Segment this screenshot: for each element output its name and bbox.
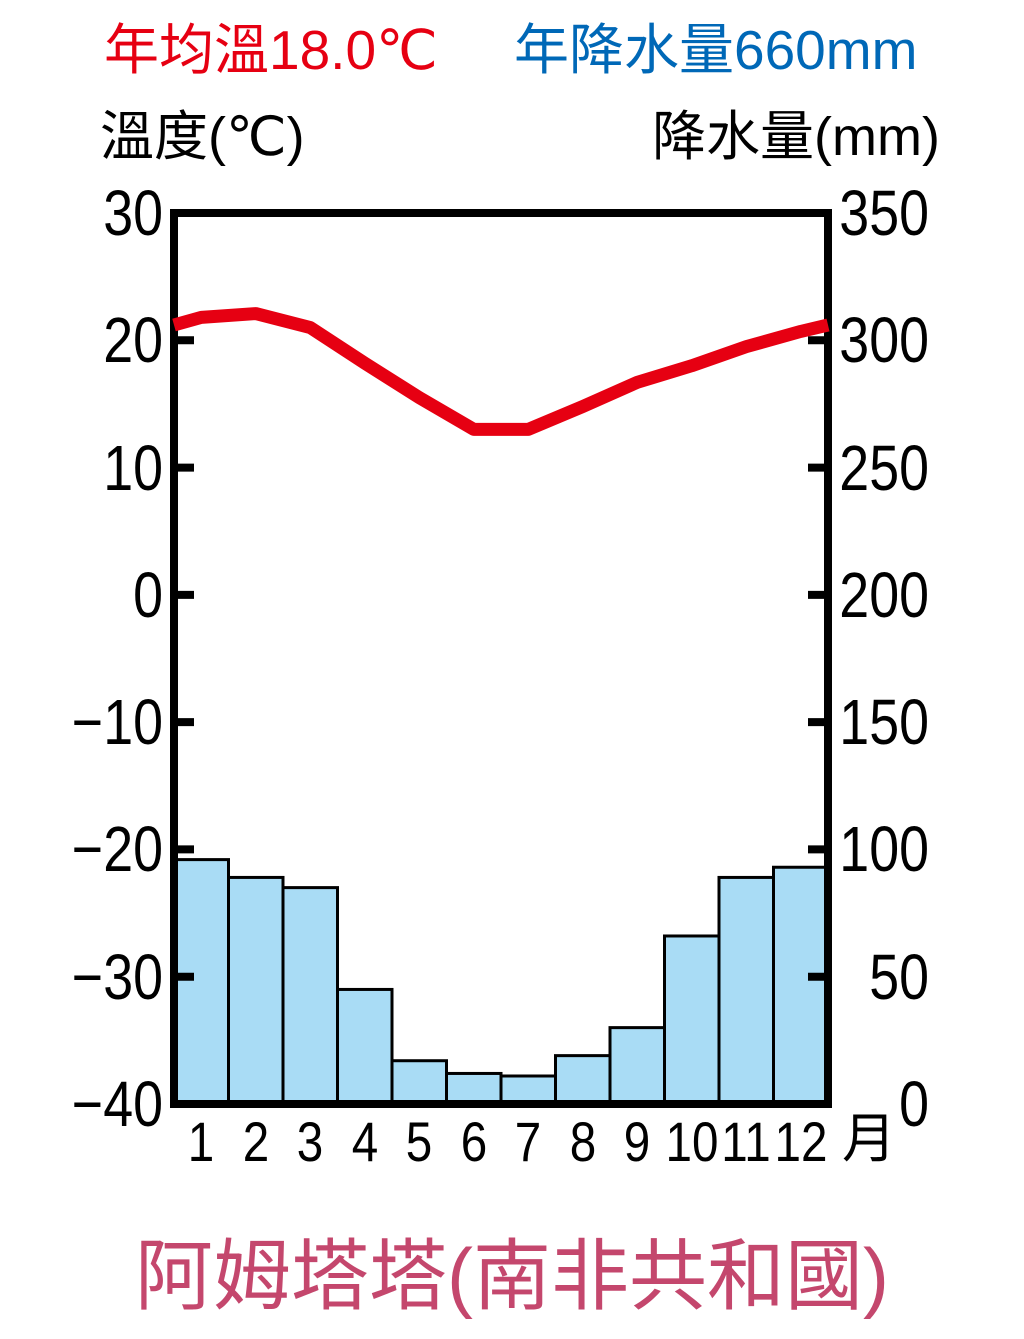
month-label: 4 bbox=[351, 1110, 378, 1173]
month-label: 5 bbox=[406, 1110, 433, 1173]
precip-bar bbox=[445, 1071, 503, 1106]
precipitation-axis-title: 降水量(mm) bbox=[652, 107, 940, 167]
month-label: 8 bbox=[569, 1110, 596, 1173]
month-label: 6 bbox=[460, 1110, 487, 1173]
month-label: 2 bbox=[242, 1110, 269, 1173]
precipitation-tick-label: 50 bbox=[869, 940, 929, 1013]
month-label: 1 bbox=[188, 1110, 215, 1173]
temperature-tick-label: 20 bbox=[103, 304, 163, 377]
precipitation-tick-label: 100 bbox=[839, 813, 929, 886]
precipitation-bars bbox=[172, 858, 830, 1106]
precip-bar bbox=[390, 1059, 448, 1106]
temperature-axis-title: 溫度(℃) bbox=[100, 107, 305, 167]
temperature-line-group bbox=[172, 307, 830, 436]
temperature-line bbox=[172, 307, 830, 436]
month-label: 7 bbox=[515, 1110, 542, 1173]
temperature-tick-label: −40 bbox=[71, 1068, 163, 1140]
precipitation-tick-label: 350 bbox=[839, 177, 929, 249]
precipitation-tick-label: 200 bbox=[839, 558, 929, 631]
month-label: 11 bbox=[721, 1110, 771, 1173]
annual-precipitation-annotation: 年降水量660mm bbox=[514, 19, 918, 81]
precip-bar bbox=[717, 875, 775, 1106]
temperature-tick-label: −10 bbox=[71, 686, 163, 759]
temperature-tick-label: 0 bbox=[133, 558, 163, 631]
month-label: 12 bbox=[774, 1110, 828, 1173]
precip-bar bbox=[281, 886, 339, 1106]
precipitation-tick-label: 0 bbox=[899, 1068, 929, 1140]
month-label: 9 bbox=[624, 1110, 651, 1173]
precipitation-tick-label: 150 bbox=[839, 686, 929, 759]
precip-bar bbox=[608, 1026, 666, 1106]
station-title: 阿姆塔塔(南非共和國) bbox=[135, 1232, 889, 1320]
plot-frame bbox=[170, 209, 832, 1108]
month-label: 3 bbox=[297, 1110, 324, 1173]
month-label: 10 bbox=[665, 1110, 719, 1173]
precipitation-tick-label: 250 bbox=[839, 431, 929, 504]
precip-bar bbox=[172, 858, 230, 1106]
mean-temperature-annotation: 年均溫18.0℃ bbox=[104, 19, 438, 81]
temperature-tick-label: 30 bbox=[103, 177, 163, 249]
precip-bar bbox=[554, 1054, 612, 1106]
precip-bar bbox=[336, 987, 394, 1106]
precip-bar bbox=[663, 934, 721, 1106]
precipitation-tick-label: 300 bbox=[839, 304, 929, 377]
plot-frame-and-ticks bbox=[170, 209, 832, 1108]
precip-bar bbox=[499, 1074, 557, 1106]
temperature-tick-label: −30 bbox=[71, 940, 163, 1013]
temperature-tick-label: −20 bbox=[71, 813, 163, 886]
temperature-tick-label: 10 bbox=[103, 431, 163, 504]
month-unit-label: 月 bbox=[842, 1109, 896, 1169]
precip-bar bbox=[227, 875, 285, 1106]
